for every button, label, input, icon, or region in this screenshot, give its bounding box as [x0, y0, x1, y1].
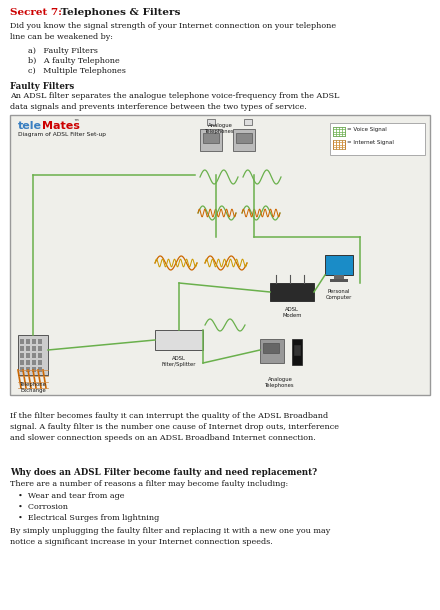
Bar: [200, 129, 222, 151]
Bar: [38, 360, 42, 365]
Text: c)   Multiple Telephones: c) Multiple Telephones: [28, 67, 126, 75]
Text: •  Corrosion: • Corrosion: [18, 503, 68, 511]
Bar: [32, 353, 36, 358]
Text: = Internet Signal: = Internet Signal: [347, 140, 394, 145]
Text: tele: tele: [18, 121, 42, 131]
Text: b)   A faulty Telephone: b) A faulty Telephone: [28, 57, 120, 65]
Bar: [20, 360, 24, 365]
Bar: [292, 339, 302, 365]
Bar: [18, 335, 48, 375]
Text: Personal
Computer: Personal Computer: [326, 289, 352, 300]
Bar: [38, 339, 42, 344]
Text: a)   Faulty Filters: a) Faulty Filters: [28, 47, 98, 55]
Bar: [330, 123, 425, 155]
Bar: [333, 127, 345, 136]
Text: ADSL
Modem: ADSL Modem: [282, 307, 302, 318]
Bar: [32, 360, 36, 365]
Text: •  Wear and tear from age: • Wear and tear from age: [18, 492, 125, 500]
Bar: [26, 339, 30, 344]
Bar: [32, 346, 36, 351]
Bar: [20, 353, 24, 358]
Bar: [20, 367, 24, 372]
Bar: [244, 119, 252, 125]
Bar: [236, 133, 252, 143]
Bar: [263, 343, 279, 353]
Text: Mates: Mates: [42, 121, 80, 131]
Bar: [38, 353, 42, 358]
Bar: [260, 339, 284, 363]
Bar: [32, 367, 36, 372]
Bar: [20, 339, 24, 344]
Text: Secret 7:: Secret 7:: [10, 8, 62, 17]
Bar: [270, 283, 314, 301]
Bar: [334, 275, 344, 280]
Text: ADSL
Filter/Splitter: ADSL Filter/Splitter: [162, 356, 196, 367]
Text: Telephone
Exchange: Telephone Exchange: [19, 382, 47, 393]
Bar: [20, 346, 24, 351]
Text: Did you know the signal strength of your Internet connection on your telephone
l: Did you know the signal strength of your…: [10, 22, 336, 41]
Bar: [38, 346, 42, 351]
Text: ™: ™: [73, 120, 78, 125]
Bar: [26, 353, 30, 358]
Text: There are a number of reasons a filter may become faulty including:: There are a number of reasons a filter m…: [10, 480, 288, 488]
Text: Why does an ADSL Filter become faulty and need replacement?: Why does an ADSL Filter become faulty an…: [10, 468, 317, 477]
Bar: [32, 339, 36, 344]
Text: An ADSL filter separates the analogue telephone voice-frequency from the ADSL
da: An ADSL filter separates the analogue te…: [10, 92, 339, 111]
Bar: [26, 367, 30, 372]
Text: Analogue
Telephones: Analogue Telephones: [265, 377, 295, 388]
Text: Analogue
Telephones: Analogue Telephones: [205, 123, 235, 134]
Bar: [10, 115, 430, 395]
Bar: [294, 345, 300, 355]
Bar: [38, 367, 42, 372]
Bar: [26, 346, 30, 351]
Bar: [155, 330, 203, 350]
Bar: [325, 255, 353, 275]
Bar: [207, 119, 215, 125]
Text: = Voice Signal: = Voice Signal: [347, 127, 387, 132]
Bar: [330, 279, 348, 282]
Text: By simply unplugging the faulty filter and replacing it with a new one you may
n: By simply unplugging the faulty filter a…: [10, 527, 330, 546]
Bar: [233, 129, 255, 151]
Bar: [333, 140, 345, 149]
Bar: [203, 133, 219, 143]
Text: If the filter becomes faulty it can interrupt the quality of the ADSL Broadband
: If the filter becomes faulty it can inte…: [10, 412, 339, 442]
Text: Faulty Filters: Faulty Filters: [10, 82, 74, 91]
Bar: [26, 360, 30, 365]
Text: Telephones & Filters: Telephones & Filters: [57, 8, 180, 17]
Text: Diagram of ADSL Filter Set-up: Diagram of ADSL Filter Set-up: [18, 132, 106, 137]
Text: •  Electrical Surges from lightning: • Electrical Surges from lightning: [18, 514, 159, 522]
